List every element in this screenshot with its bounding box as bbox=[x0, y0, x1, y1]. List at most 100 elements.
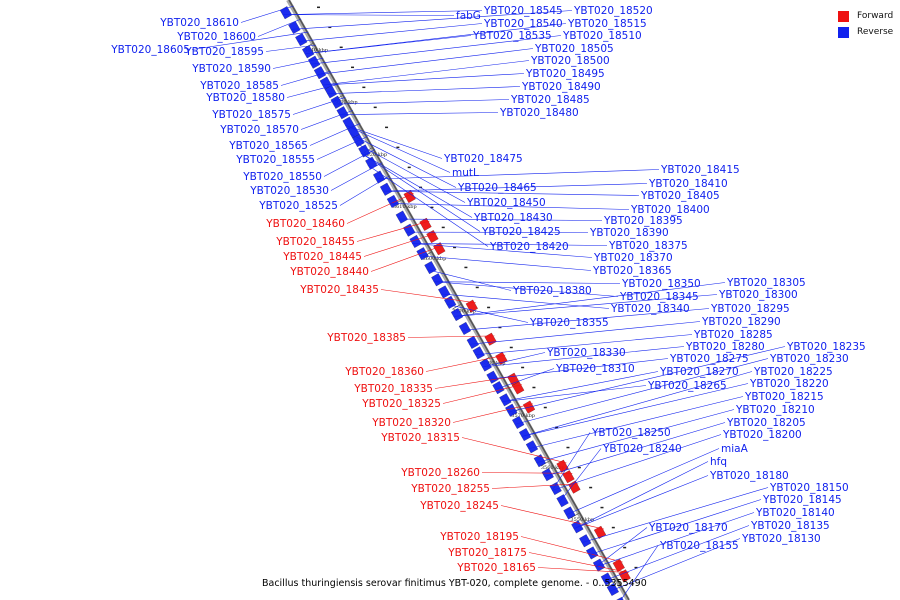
leader-line bbox=[323, 149, 376, 177]
leader-line bbox=[339, 175, 390, 206]
legend: Forward Reverse bbox=[838, 8, 893, 40]
left-reverse-label: YBT020_18605 bbox=[110, 44, 190, 56]
minor-gene bbox=[521, 366, 525, 369]
leader-line bbox=[469, 321, 701, 345]
genome-caption: Bacillus thuringiensis serovar finitimus… bbox=[262, 578, 647, 589]
right-label: YBT020_18520 bbox=[573, 5, 653, 17]
minor-gene bbox=[623, 546, 627, 549]
leader-line bbox=[363, 232, 437, 257]
minor-gene bbox=[475, 286, 479, 289]
left-forward-label: YBT020_18385 bbox=[326, 332, 406, 344]
right-label: YBT020_18495 bbox=[525, 68, 605, 80]
tick-label: 3620 kbp bbox=[363, 152, 387, 158]
leader-line bbox=[481, 472, 573, 474]
leader-line bbox=[265, 44, 316, 52]
reverse-gene bbox=[330, 95, 343, 109]
right-label: YBT020_18415 bbox=[660, 164, 740, 176]
minor-gene bbox=[317, 6, 321, 9]
leader-line bbox=[528, 396, 744, 450]
right-label: YBT020_18535 bbox=[472, 30, 552, 42]
minor-gene bbox=[430, 206, 434, 209]
leader-line bbox=[412, 243, 593, 258]
tick-label: 3590 kbp bbox=[452, 308, 476, 314]
leader-line bbox=[304, 35, 472, 55]
reverse-gene bbox=[499, 393, 512, 407]
leader-line bbox=[558, 448, 602, 503]
left-forward-label: YBT020_18255 bbox=[410, 483, 490, 495]
tick-label: 3610 kbp bbox=[393, 204, 417, 210]
left-forward-label: YBT020_18335 bbox=[353, 383, 433, 395]
leader-line bbox=[501, 371, 659, 403]
minor-gene bbox=[498, 326, 502, 329]
leader-line bbox=[453, 282, 726, 317]
left-reverse-label: YBT020_18555 bbox=[235, 154, 315, 166]
reverse-gene bbox=[295, 33, 308, 47]
leader-line bbox=[521, 383, 749, 437]
right-label: YBT020_18540 bbox=[483, 18, 563, 30]
leader-line bbox=[322, 73, 525, 86]
leader-line bbox=[282, 14, 455, 16]
leader-line bbox=[290, 10, 573, 30]
right-label: YBT020_18350 bbox=[621, 278, 701, 290]
left-forward-label: YBT020_18440 bbox=[289, 266, 369, 278]
left-forward-label: YBT020_18325 bbox=[361, 398, 441, 410]
reverse-gene bbox=[592, 558, 606, 572]
minor-gene bbox=[328, 26, 332, 29]
reverse-gene bbox=[324, 85, 337, 99]
leader-line bbox=[345, 124, 443, 159]
reverse-gene bbox=[395, 210, 408, 224]
reverse-gene bbox=[600, 572, 614, 586]
leader-line bbox=[461, 308, 710, 331]
right-label: YBT020_18510 bbox=[562, 30, 642, 42]
legend-label-forward: Forward bbox=[857, 11, 894, 21]
left-reverse-label: YBT020_18575 bbox=[211, 109, 291, 121]
minor-gene bbox=[487, 306, 491, 309]
tick-label: 3640 kbp bbox=[304, 47, 328, 53]
leader-line bbox=[257, 18, 302, 37]
reverse-gene bbox=[472, 346, 485, 360]
leader-line bbox=[595, 527, 648, 568]
left-reverse-label: YBT020_18585 bbox=[199, 80, 279, 92]
left-reverse-label: YBT020_18590 bbox=[191, 63, 271, 75]
leader-line bbox=[482, 352, 546, 368]
left-forward-label: YBT020_18165 bbox=[456, 562, 536, 574]
leader-line bbox=[292, 97, 346, 115]
right-label: YBT020_18265 bbox=[647, 380, 727, 392]
leader-line bbox=[330, 162, 383, 191]
leader-line bbox=[491, 483, 579, 489]
forward-gene bbox=[419, 217, 432, 231]
forward-gene bbox=[593, 525, 607, 539]
minor-gene bbox=[407, 166, 411, 169]
right-label: YBT020_18150 bbox=[769, 482, 849, 494]
right-label: YBT020_18225 bbox=[753, 366, 833, 378]
reverse-gene bbox=[403, 223, 416, 237]
right-label: YBT020_18425 bbox=[481, 226, 561, 238]
left-reverse-label: YBT020_18600 bbox=[176, 31, 256, 43]
leader-line bbox=[552, 434, 722, 491]
leader-line bbox=[280, 70, 331, 86]
reverse-gene bbox=[444, 295, 457, 309]
leader-line bbox=[514, 358, 769, 425]
leader-line bbox=[603, 525, 750, 582]
reverse-gene bbox=[556, 494, 569, 508]
right-label: YBT020_18210 bbox=[735, 404, 815, 416]
tick-label: 3560 kbp bbox=[541, 465, 565, 471]
right-label: YBT020_18490 bbox=[521, 81, 601, 93]
tick-label: 3630 kbp bbox=[334, 100, 358, 106]
forward-gene bbox=[556, 459, 569, 473]
forward-gene bbox=[484, 332, 497, 346]
minor-gene bbox=[600, 506, 604, 509]
right-label: YBT020_18515 bbox=[567, 18, 647, 30]
tick-label: 3580 kbp bbox=[482, 361, 506, 367]
minor-gene bbox=[453, 246, 457, 249]
leader-line bbox=[536, 409, 735, 463]
leader-line bbox=[433, 281, 619, 297]
minor-gene bbox=[634, 566, 638, 569]
leader-line bbox=[360, 152, 473, 218]
tick-label: 3550 kbp bbox=[570, 517, 594, 523]
minor-gene bbox=[362, 86, 366, 89]
right-label: YBT020_18155 bbox=[659, 540, 739, 552]
leader-line bbox=[581, 487, 769, 544]
reverse-gene bbox=[458, 322, 472, 335]
leader-line bbox=[521, 371, 753, 437]
